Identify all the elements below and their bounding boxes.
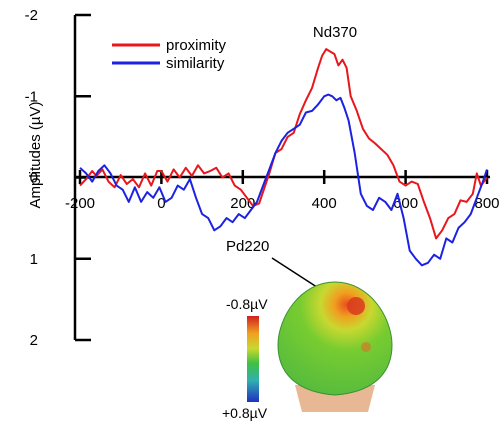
y-tick-label: -2 (25, 7, 38, 24)
legend-label-similarity: similarity (166, 55, 225, 72)
x-tick-label: 0 (157, 195, 165, 212)
y-axis-label: Amplitudes (µV) (27, 101, 44, 208)
legend-label-proximity: proximity (166, 37, 227, 54)
series-line-similarity (79, 93, 488, 267)
colorbar-top-label: -0.8µV (226, 296, 268, 312)
series-layer (79, 48, 488, 267)
x-tick-label: 400 (312, 195, 337, 212)
x-tick-label: -200 (65, 195, 95, 212)
legend: proximity similarity (112, 37, 227, 72)
x-tick-label: 800 (474, 195, 499, 212)
annotation-pd220: Pd220 (226, 238, 269, 255)
y-tick-label: -1 (25, 88, 38, 105)
hotspot (347, 297, 365, 315)
series-line-proximity (79, 48, 488, 240)
y-tick-label: 2 (30, 332, 38, 349)
y-ticks: -2 -1 0 1 2 (25, 7, 91, 349)
colorbar-bottom-label: +0.8µV (222, 405, 268, 421)
scalp-topography (277, 281, 393, 412)
x-ticks: -200 0 200 400 600 800 (65, 170, 500, 212)
colorbar: -0.8µV +0.8µV (222, 296, 268, 421)
head (277, 281, 393, 396)
y-tick-label: 0 (30, 170, 38, 187)
colorbar-scale (247, 316, 259, 402)
annotation-nd370: Nd370 (313, 24, 357, 41)
hotspot-minor (361, 342, 371, 352)
y-tick-label: 1 (30, 251, 38, 268)
